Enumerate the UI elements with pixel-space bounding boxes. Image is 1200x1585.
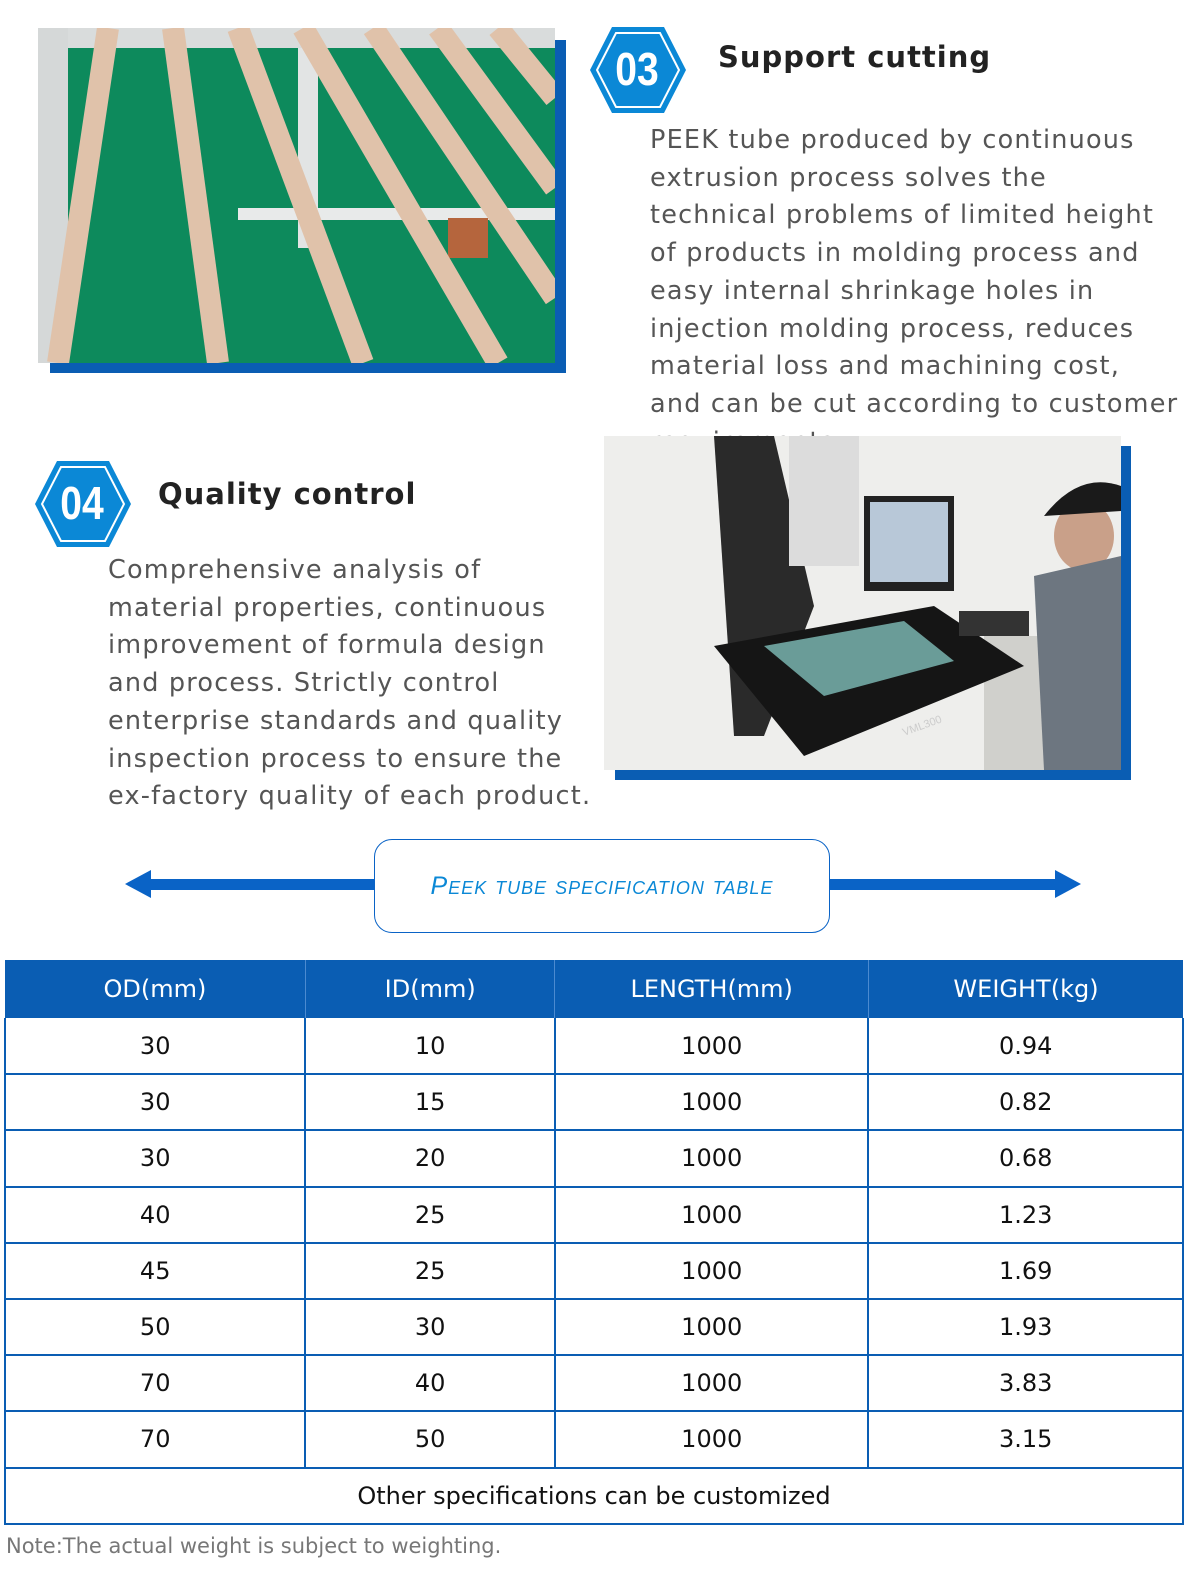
- table-row: 70 40 1000 3.83: [3, 1355, 1184, 1413]
- table-cell: 1000: [553, 1186, 870, 1244]
- table-cell: 40: [304, 1355, 556, 1413]
- table-cell: 1000: [553, 1018, 870, 1076]
- table-cell: 3.15: [867, 1411, 1184, 1469]
- section-03: 03: [588, 26, 686, 119]
- column-header: OD(mm): [5, 960, 306, 1018]
- table-cell: 1.23: [867, 1186, 1184, 1244]
- table-cell: 1.69: [867, 1242, 1184, 1300]
- table-row: 70 50 1000 3.15: [3, 1411, 1184, 1469]
- table-cell: 15: [304, 1074, 556, 1132]
- table-cell: 1.93: [867, 1298, 1184, 1357]
- table-row: 40 25 1000 1.23: [3, 1186, 1184, 1244]
- section-text: Comprehensive analysis of material prope…: [108, 555, 592, 812]
- section-number: 03: [615, 43, 659, 95]
- hexagon-badge-icon: [590, 27, 686, 113]
- table-cell: 0.82: [867, 1074, 1184, 1132]
- arrow-right-icon: [1055, 870, 1081, 898]
- column-header: LENGTH(mm): [554, 960, 869, 1018]
- column-header: WEIGHT(kg): [868, 960, 1183, 1018]
- table-cell: 25: [304, 1186, 556, 1244]
- table-cell: 70: [3, 1355, 307, 1413]
- table-footer-row: Other specifications can be customized: [4, 1467, 1184, 1525]
- table-row: 30 10 1000 0.94: [3, 1018, 1184, 1076]
- table-header-row: OD(mm) ID(mm) LENGTH(mm) WEIGHT(kg): [5, 960, 1183, 1018]
- table-cell: 0.94: [867, 1018, 1184, 1076]
- table-cell: 25: [304, 1242, 556, 1300]
- table-cell: 20: [304, 1130, 556, 1188]
- table-row: 50 30 1000 1.93: [3, 1298, 1184, 1357]
- table-cell: 1000: [553, 1411, 870, 1469]
- table-row: 45 25 1000 1.69: [3, 1242, 1184, 1300]
- spec-table: OD(mm) ID(mm) LENGTH(mm) WEIGHT(kg) 30 10…: [3, 960, 1184, 1525]
- table-cell: 1000: [553, 1298, 870, 1357]
- section-04: 04: [33, 460, 131, 553]
- banner-line-left: [148, 879, 376, 890]
- quality-inspection-photo: VML300: [604, 436, 1121, 770]
- table-cell: 1000: [553, 1355, 870, 1413]
- table-cell: 0.68: [867, 1130, 1184, 1188]
- table-cell: 30: [3, 1018, 307, 1076]
- banner-line-right: [828, 879, 1058, 890]
- banner-title: Peek tube specification table: [430, 871, 774, 900]
- table-cell: 3.83: [867, 1355, 1184, 1413]
- section-text: PEEK tube produced by continuous extrusi…: [650, 125, 1179, 457]
- section-title: Quality control: [158, 477, 417, 511]
- section-number: 04: [60, 477, 104, 529]
- footer-note: Other specifications can be customized: [4, 1467, 1184, 1525]
- table-cell: 1000: [553, 1074, 870, 1132]
- table-cell: 1000: [553, 1242, 870, 1300]
- table-cell: 10: [304, 1018, 556, 1076]
- section-title: Support cutting: [718, 40, 992, 74]
- peek-tubes-photo: [38, 28, 555, 363]
- arrow-left-icon: [125, 870, 151, 898]
- table-cell: 1000: [553, 1130, 870, 1188]
- table-cell: 30: [304, 1298, 556, 1357]
- table-cell: 40: [3, 1186, 307, 1244]
- table-cell: 50: [304, 1411, 556, 1469]
- hexagon-badge-icon: [35, 461, 131, 547]
- banner-box: Peek tube specification table: [374, 839, 830, 933]
- table-row: 30 20 1000 0.68: [3, 1130, 1184, 1188]
- table-cell: 70: [3, 1411, 307, 1469]
- column-header: ID(mm): [305, 960, 556, 1018]
- weight-note: Note:The actual weight is subject to wei…: [6, 1534, 502, 1558]
- table-cell: 45: [3, 1242, 307, 1300]
- table-cell: 30: [3, 1074, 307, 1132]
- table-cell: 30: [3, 1130, 307, 1188]
- table-cell: 50: [3, 1298, 307, 1357]
- table-row: 30 15 1000 0.82: [3, 1074, 1184, 1132]
